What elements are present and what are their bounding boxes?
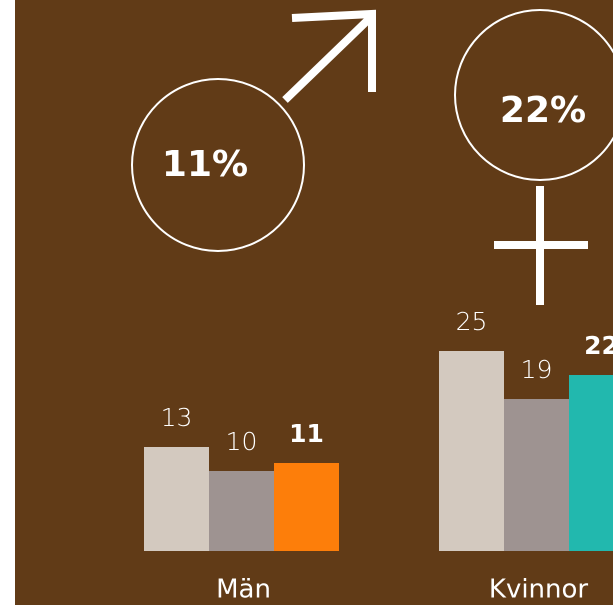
female-percent: 22%	[500, 90, 586, 131]
value-label: 11	[289, 419, 324, 448]
bar	[144, 447, 209, 551]
value-label: 13	[161, 403, 193, 432]
value-label: 25	[456, 307, 488, 336]
bar	[274, 463, 339, 551]
bar	[209, 471, 274, 551]
bar	[569, 375, 613, 551]
value-label: 10	[226, 427, 258, 456]
male-percent: 11%	[162, 144, 248, 185]
value-label: 22	[584, 331, 613, 360]
category-label: Män	[216, 575, 271, 605]
female-symbol	[454, 9, 613, 305]
value-label: 19	[521, 355, 553, 384]
bar	[439, 351, 504, 551]
category-label: Kvinnor	[489, 575, 589, 605]
male-symbol	[131, 9, 376, 252]
bar	[504, 399, 569, 551]
